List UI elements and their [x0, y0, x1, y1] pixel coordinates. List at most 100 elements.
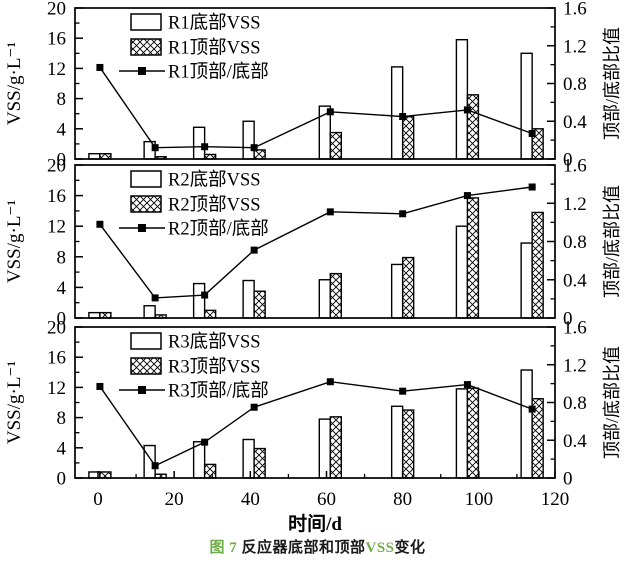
y-left-tick-label: 16 — [47, 348, 66, 369]
bar-top-vss — [253, 447, 266, 479]
legend-item-ratio: R1顶部/底部 — [119, 62, 269, 83]
x-tick-label: 0 — [93, 489, 103, 510]
bar-bottom-vss — [390, 263, 404, 319]
bar-bottom-vss — [520, 52, 533, 160]
crosshatch-bar-swatch-icon — [130, 357, 162, 375]
y-left-tick-label: 4 — [57, 438, 67, 459]
bar-top-vss — [531, 211, 544, 319]
ratio-marker — [250, 403, 258, 411]
y-right-tick-label: 1.6 — [563, 318, 587, 339]
y-right-tick-label: 1.6 — [563, 0, 587, 20]
ratio-marker — [399, 387, 407, 395]
square-marker-icon — [138, 224, 146, 232]
caption-title-vss: VSS — [365, 540, 395, 556]
legend-label: R1顶部VSS — [168, 38, 261, 59]
y-left-tick-label: 16 — [47, 186, 66, 207]
y-left-tick-label: 12 — [47, 378, 66, 399]
bar-bottom-vss — [455, 388, 469, 479]
y-left-tick-label: 20 — [47, 318, 66, 339]
ratio-marker — [250, 144, 258, 152]
chart-panel-r1: 0 4 8 12 16 20 0 0.4 0.8 1.2 1.6 R1底部VSS R1顶部VSS R1顶部… — [4, 0, 622, 171]
crosshatch-bar-swatch-icon — [130, 195, 162, 213]
bar-bottom-vss — [520, 369, 533, 479]
legend-label: R3底部VSS — [168, 332, 261, 353]
y-right-tick-label: 1.2 — [563, 355, 587, 376]
legend-label: R3顶部/底部 — [168, 381, 269, 402]
bar-top-vss — [401, 409, 415, 479]
legend-item-bottom-vss: R1底部VSS — [130, 13, 261, 34]
bar-top-vss — [401, 256, 415, 319]
caption-figure-number: 图 7 — [209, 540, 238, 556]
panel-border — [74, 326, 556, 479]
crosshatch-bar-swatch-icon — [130, 38, 162, 56]
y-left-axis-title: VSS/g·L⁻¹ — [4, 361, 25, 445]
ratio-marker — [528, 405, 536, 413]
panel-border — [74, 7, 556, 160]
y-right-tick-label: 0 — [563, 469, 573, 490]
legend-item-top-vss: R2顶部VSS — [130, 195, 261, 216]
y-right-tick-label: 1.2 — [563, 194, 587, 215]
bar-top-vss — [203, 463, 217, 479]
ratio-marker — [151, 144, 159, 152]
chart-panel-r3: 0 4 8 12 16 20 0 0.4 0.8 1.2 1.6 R3底部VSS R3顶部VSS R3顶部… — [4, 318, 622, 536]
y-left-tick-label: 0 — [57, 150, 67, 171]
bar-top-vss — [99, 471, 112, 479]
x-tick-label: 100 — [465, 489, 494, 510]
ratio-marker — [399, 113, 407, 121]
legend-item-bottom-vss: R3底部VSS — [130, 332, 261, 353]
legend-label: R3顶部VSS — [168, 357, 261, 378]
bar-bottom-vss — [242, 120, 255, 160]
bar-bottom-vss — [192, 126, 206, 160]
open-bar-swatch-icon — [130, 170, 162, 188]
legend-item-ratio: R2顶部/底部 — [119, 219, 269, 240]
legend-item-ratio: R3顶部/底部 — [119, 381, 269, 402]
bar-bottom-vss — [318, 418, 332, 479]
panel-border — [74, 164, 556, 319]
x-tick-label: 40 — [241, 489, 260, 510]
open-bar-swatch-icon — [130, 13, 162, 31]
square-marker-icon — [138, 67, 146, 75]
bar-top-vss — [253, 290, 266, 319]
ratio-marker — [201, 438, 209, 446]
ratio-line — [99, 67, 533, 149]
bar-bottom-vss — [242, 279, 255, 319]
square-marker-icon — [138, 386, 146, 394]
y-left-tick-label: 4 — [57, 119, 67, 140]
y-right-axis-title: 顶部/底部比值 — [602, 27, 622, 140]
chart-panel-r2: 0 4 8 12 16 20 0 0.4 0.8 1.2 1.6 R2底部VSS R2顶部VSS R2顶部… — [4, 156, 622, 330]
bar-bottom-vss — [242, 438, 255, 479]
bar-bottom-vss — [455, 39, 469, 160]
open-bar-swatch-icon — [130, 332, 162, 350]
ratio-marker — [528, 183, 536, 191]
ratio-marker — [96, 382, 104, 390]
bar-top-vss — [329, 272, 343, 319]
ratio-marker — [96, 220, 104, 228]
figure-caption: 图 7 反应器底部和顶部VSS变化 — [0, 536, 635, 557]
ratio-marker — [326, 108, 334, 116]
y-right-tick-label: 0.8 — [563, 232, 587, 253]
y-left-tick-label: 8 — [57, 247, 67, 268]
ratio-marker — [463, 192, 471, 200]
ratio-marker — [399, 210, 407, 218]
vss-chart-svg: 04812162000.40.81.21.6R1底部VSSR1顶部VSSR1顶部… — [4, 0, 622, 536]
caption-title-part2: 变化 — [394, 540, 426, 556]
y-right-tick-label: 0.4 — [563, 431, 587, 452]
bar-bottom-vss — [390, 66, 404, 160]
bar-top-vss — [329, 131, 343, 160]
ratio-marker — [151, 462, 159, 470]
y-left-axis-title: VSS/g·L⁻¹ — [4, 42, 25, 126]
y-right-axis-title: 顶部/底部比值 — [602, 346, 622, 459]
ratio-marker — [463, 381, 471, 389]
bar-top-vss — [401, 116, 415, 160]
ratio-marker — [201, 143, 209, 151]
vss-chart-figure: 0 4 8 12 16 20 0 0.4 0.8 1.2 1.6 R1底部VSS R1顶部VSS R1顶部… — [4, 0, 622, 536]
x-axis-title: 时间/d — [288, 513, 342, 535]
bar-bottom-vss — [192, 282, 206, 319]
y-left-tick-label: 20 — [47, 156, 66, 177]
ratio-line — [99, 381, 533, 467]
y-left-tick-label: 12 — [47, 59, 66, 80]
ratio-marker — [326, 208, 334, 216]
bar-top-vss — [203, 309, 217, 319]
x-tick-label: 60 — [317, 489, 336, 510]
ratio-marker — [151, 294, 159, 302]
